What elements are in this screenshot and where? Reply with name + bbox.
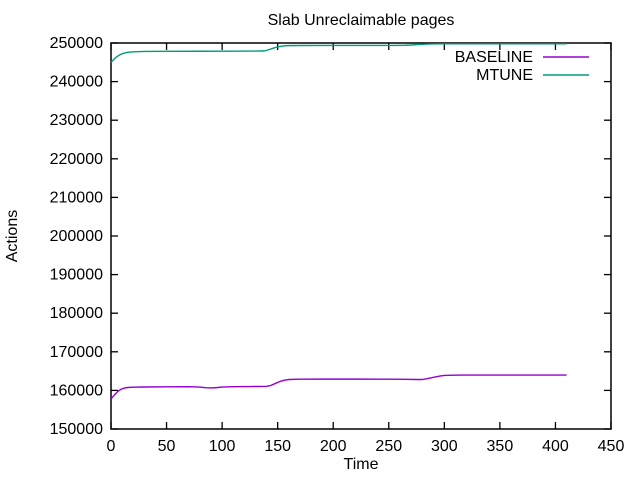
- y-tick-label: 230000: [50, 112, 103, 129]
- x-tick-label: 100: [209, 438, 236, 455]
- x-tick-label: 0: [107, 438, 116, 455]
- x-tick-label: 50: [158, 438, 176, 455]
- x-tick-label: 300: [431, 438, 458, 455]
- x-tick-label: 250: [375, 438, 402, 455]
- y-axis-label: Actions: [4, 210, 21, 262]
- legend-label-baseline: BASELINE: [455, 49, 533, 66]
- mtune-series-line: [110, 43, 567, 63]
- y-tick-label: 220000: [50, 151, 103, 168]
- chart-title: Slab Unreclaimable pages: [268, 12, 455, 29]
- y-tick-label: 160000: [50, 382, 103, 399]
- y-tick-label: 250000: [50, 35, 103, 52]
- x-tick-label: 450: [598, 438, 625, 455]
- legend: BASELINE MTUNE: [455, 49, 589, 84]
- x-tick-label: 400: [542, 438, 569, 455]
- x-tick-label: 150: [264, 438, 291, 455]
- y-tick-label: 210000: [50, 189, 103, 206]
- x-axis-label: Time: [344, 456, 379, 473]
- y-tick-label: 200000: [50, 228, 103, 245]
- y-tick-label: 150000: [50, 421, 103, 438]
- y-tick-label: 180000: [50, 305, 103, 322]
- plot-dynamic-layer: 0 50 100 150 200 250 300 350 400 450 150000 160000 1…: [50, 35, 625, 455]
- y-tick-label: 170000: [50, 344, 103, 361]
- y-tick-label: 190000: [50, 267, 103, 284]
- x-tick-label: 350: [487, 438, 514, 455]
- x-tick-label: 200: [320, 438, 347, 455]
- y-tick-label: 240000: [50, 74, 103, 91]
- plot-border: [110, 42, 612, 430]
- legend-label-mtune: MTUNE: [476, 67, 533, 84]
- baseline-series-line: [110, 374, 567, 400]
